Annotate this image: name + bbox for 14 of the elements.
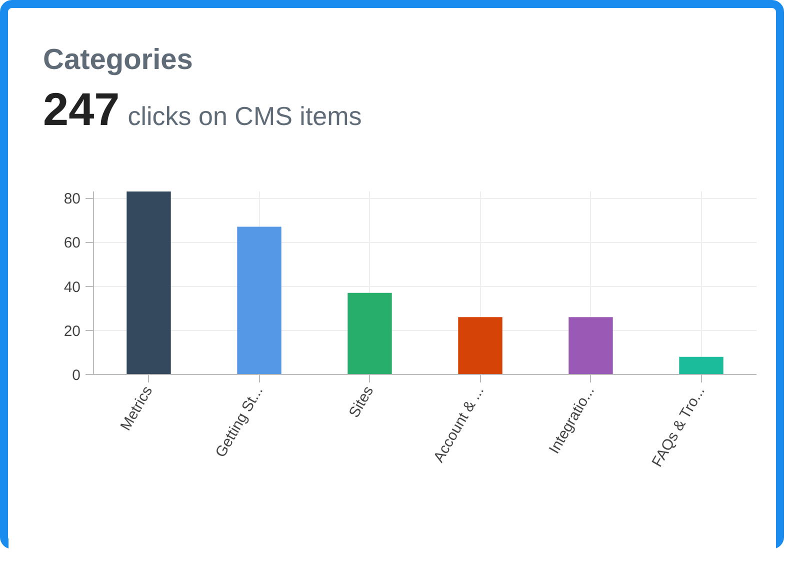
y-tick-label: 40 bbox=[64, 278, 81, 296]
y-tick-label: 0 bbox=[72, 367, 80, 384]
bar bbox=[237, 226, 282, 374]
y-tick-label: 80 bbox=[64, 190, 81, 208]
bar bbox=[568, 317, 613, 374]
bar bbox=[679, 356, 724, 374]
bar bbox=[458, 317, 502, 374]
y-tick-label: 60 bbox=[64, 234, 81, 252]
y-tick-label: 20 bbox=[64, 322, 81, 340]
bar bbox=[126, 192, 171, 374]
bar bbox=[348, 292, 392, 374]
chart-subtitle: clicks on CMS items bbox=[128, 101, 362, 131]
chart-title: Categories bbox=[43, 43, 194, 77]
text: 247 bbox=[43, 83, 120, 135]
